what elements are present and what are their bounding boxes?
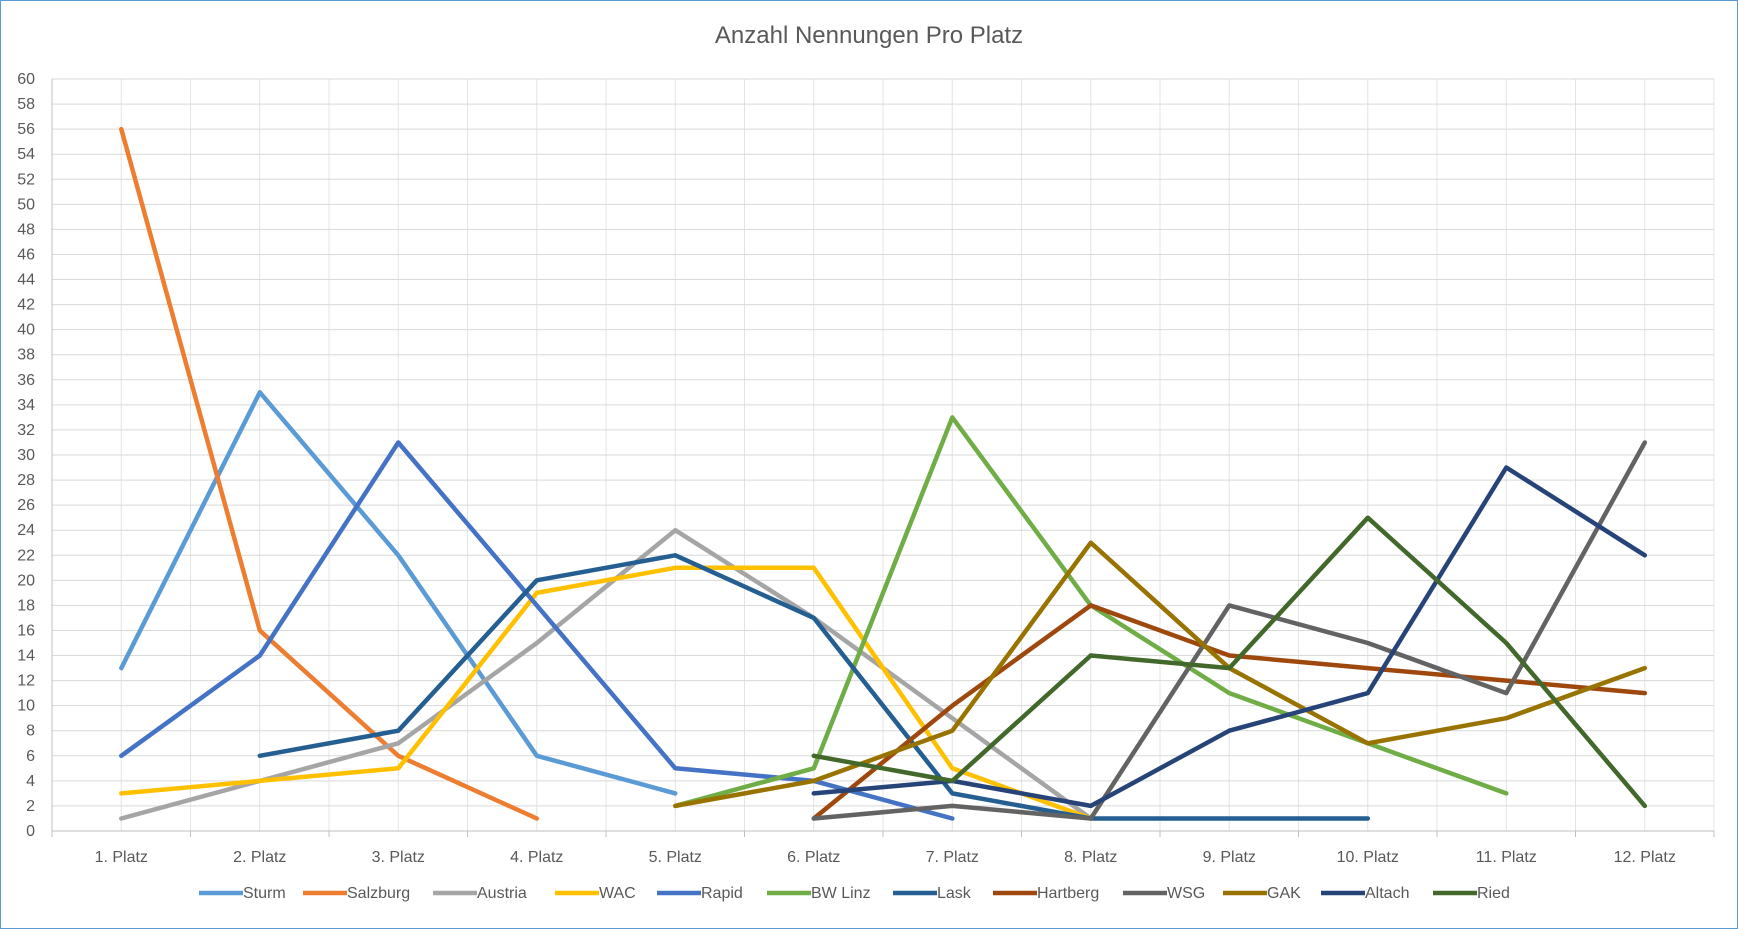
series-line [257,553,1371,821]
y-tick-label: 28 [17,472,35,489]
y-tick-label: 16 [17,622,35,639]
legend-label: Salzburg [347,885,410,902]
y-tick-label: 24 [17,522,35,539]
y-tick-label: 42 [17,297,35,314]
y-tick-label: 30 [17,447,35,464]
y-axis-tick-labels: 0246810121416182022242628303234363840424… [17,71,35,840]
x-tick-label: 2. Platz [233,849,286,866]
legend-item: Salzburg [303,885,410,902]
x-tick-label: 5. Platz [649,849,702,866]
series-gak [673,540,1648,809]
legend-label: BW Linz [811,885,871,902]
x-tick-label: 4. Platz [510,849,563,866]
series-line [811,440,1648,821]
series-lines [119,126,1648,821]
y-tick-label: 56 [17,121,35,138]
legend-label: Sturm [243,885,286,902]
y-tick-label: 10 [17,698,35,715]
gridlines [51,78,1715,831]
legend-item: Austria [433,885,527,902]
y-tick-label: 34 [17,397,35,414]
x-tick-label: 10. Platz [1337,849,1399,866]
x-tick-label: 8. Platz [1064,849,1117,866]
series-line [811,515,1648,809]
y-tick-label: 18 [17,597,35,614]
y-tick-label: 52 [17,171,35,188]
y-tick-label: 6 [26,748,35,765]
x-tick-label: 6. Platz [787,849,840,866]
chart-title: Anzahl Nennungen Pro Platz [715,22,1023,49]
y-tick-label: 32 [17,422,35,439]
series-hartberg [811,603,1648,821]
legend: Sturm Salzburg Austria WAC Rapid BW Linz Lask H… [199,885,1510,902]
series-sturm [119,390,678,796]
legend-label: Ried [1477,885,1510,902]
legend-label: Austria [477,885,527,902]
series-austria [119,527,1094,821]
legend-item: GAK [1223,885,1301,902]
legend-item: Hartberg [993,885,1099,902]
series-ried [811,515,1648,809]
axes [51,79,1715,837]
y-tick-label: 60 [17,71,35,88]
x-tick-label: 9. Platz [1203,849,1256,866]
legend-label: Hartberg [1037,885,1099,902]
y-tick-label: 50 [17,196,35,213]
series-line [119,565,1094,821]
legend-item: BW Linz [767,885,871,902]
series-salzburg [119,126,540,821]
legend-item: WAC [555,885,636,902]
x-axis-tick-labels: 1. Platz 2. Platz 3. Platz 4. Platz 5. Platz… [95,849,1676,866]
y-tick-label: 54 [17,146,35,163]
y-tick-label: 22 [17,547,35,564]
series-line [119,126,540,821]
series-wsg [811,440,1648,821]
series-line [119,527,1094,821]
series-wac [119,565,1094,821]
y-tick-label: 0 [26,823,35,840]
y-tick-label: 48 [17,221,35,238]
legend-item: Ried [1433,885,1510,902]
legend-item: Lask [893,885,972,902]
y-tick-label: 2 [26,798,35,815]
legend-label: GAK [1267,885,1301,902]
y-tick-label: 36 [17,372,35,389]
legend-item: Sturm [199,885,286,902]
y-tick-label: 44 [17,272,35,289]
x-tick-label: 1. Platz [95,849,148,866]
legend-item: Rapid [657,885,743,902]
y-tick-label: 20 [17,572,35,589]
series-lask [257,553,1371,821]
y-tick-label: 46 [17,246,35,263]
y-tick-label: 8 [26,723,35,740]
legend-label: Altach [1365,885,1409,902]
legend-label: WSG [1167,885,1205,902]
legend-label: Lask [937,885,972,902]
y-tick-label: 26 [17,497,35,514]
y-tick-label: 14 [17,648,35,665]
y-tick-label: 38 [17,347,35,364]
legend-item: Altach [1321,885,1409,902]
y-tick-label: 4 [26,773,35,790]
x-tick-label: 3. Platz [372,849,425,866]
legend-label: WAC [599,885,636,902]
series-line [673,540,1648,809]
legend-item: WSG [1123,885,1205,902]
y-tick-label: 58 [17,96,35,113]
y-tick-label: 40 [17,322,35,339]
series-line [119,390,678,796]
legend-label: Rapid [701,885,743,902]
x-tick-label: 7. Platz [926,849,979,866]
y-tick-label: 12 [17,673,35,690]
x-tick-label: 11. Platz [1476,849,1537,866]
series-line [811,603,1648,821]
x-tick-label: 12. Platz [1614,849,1676,866]
